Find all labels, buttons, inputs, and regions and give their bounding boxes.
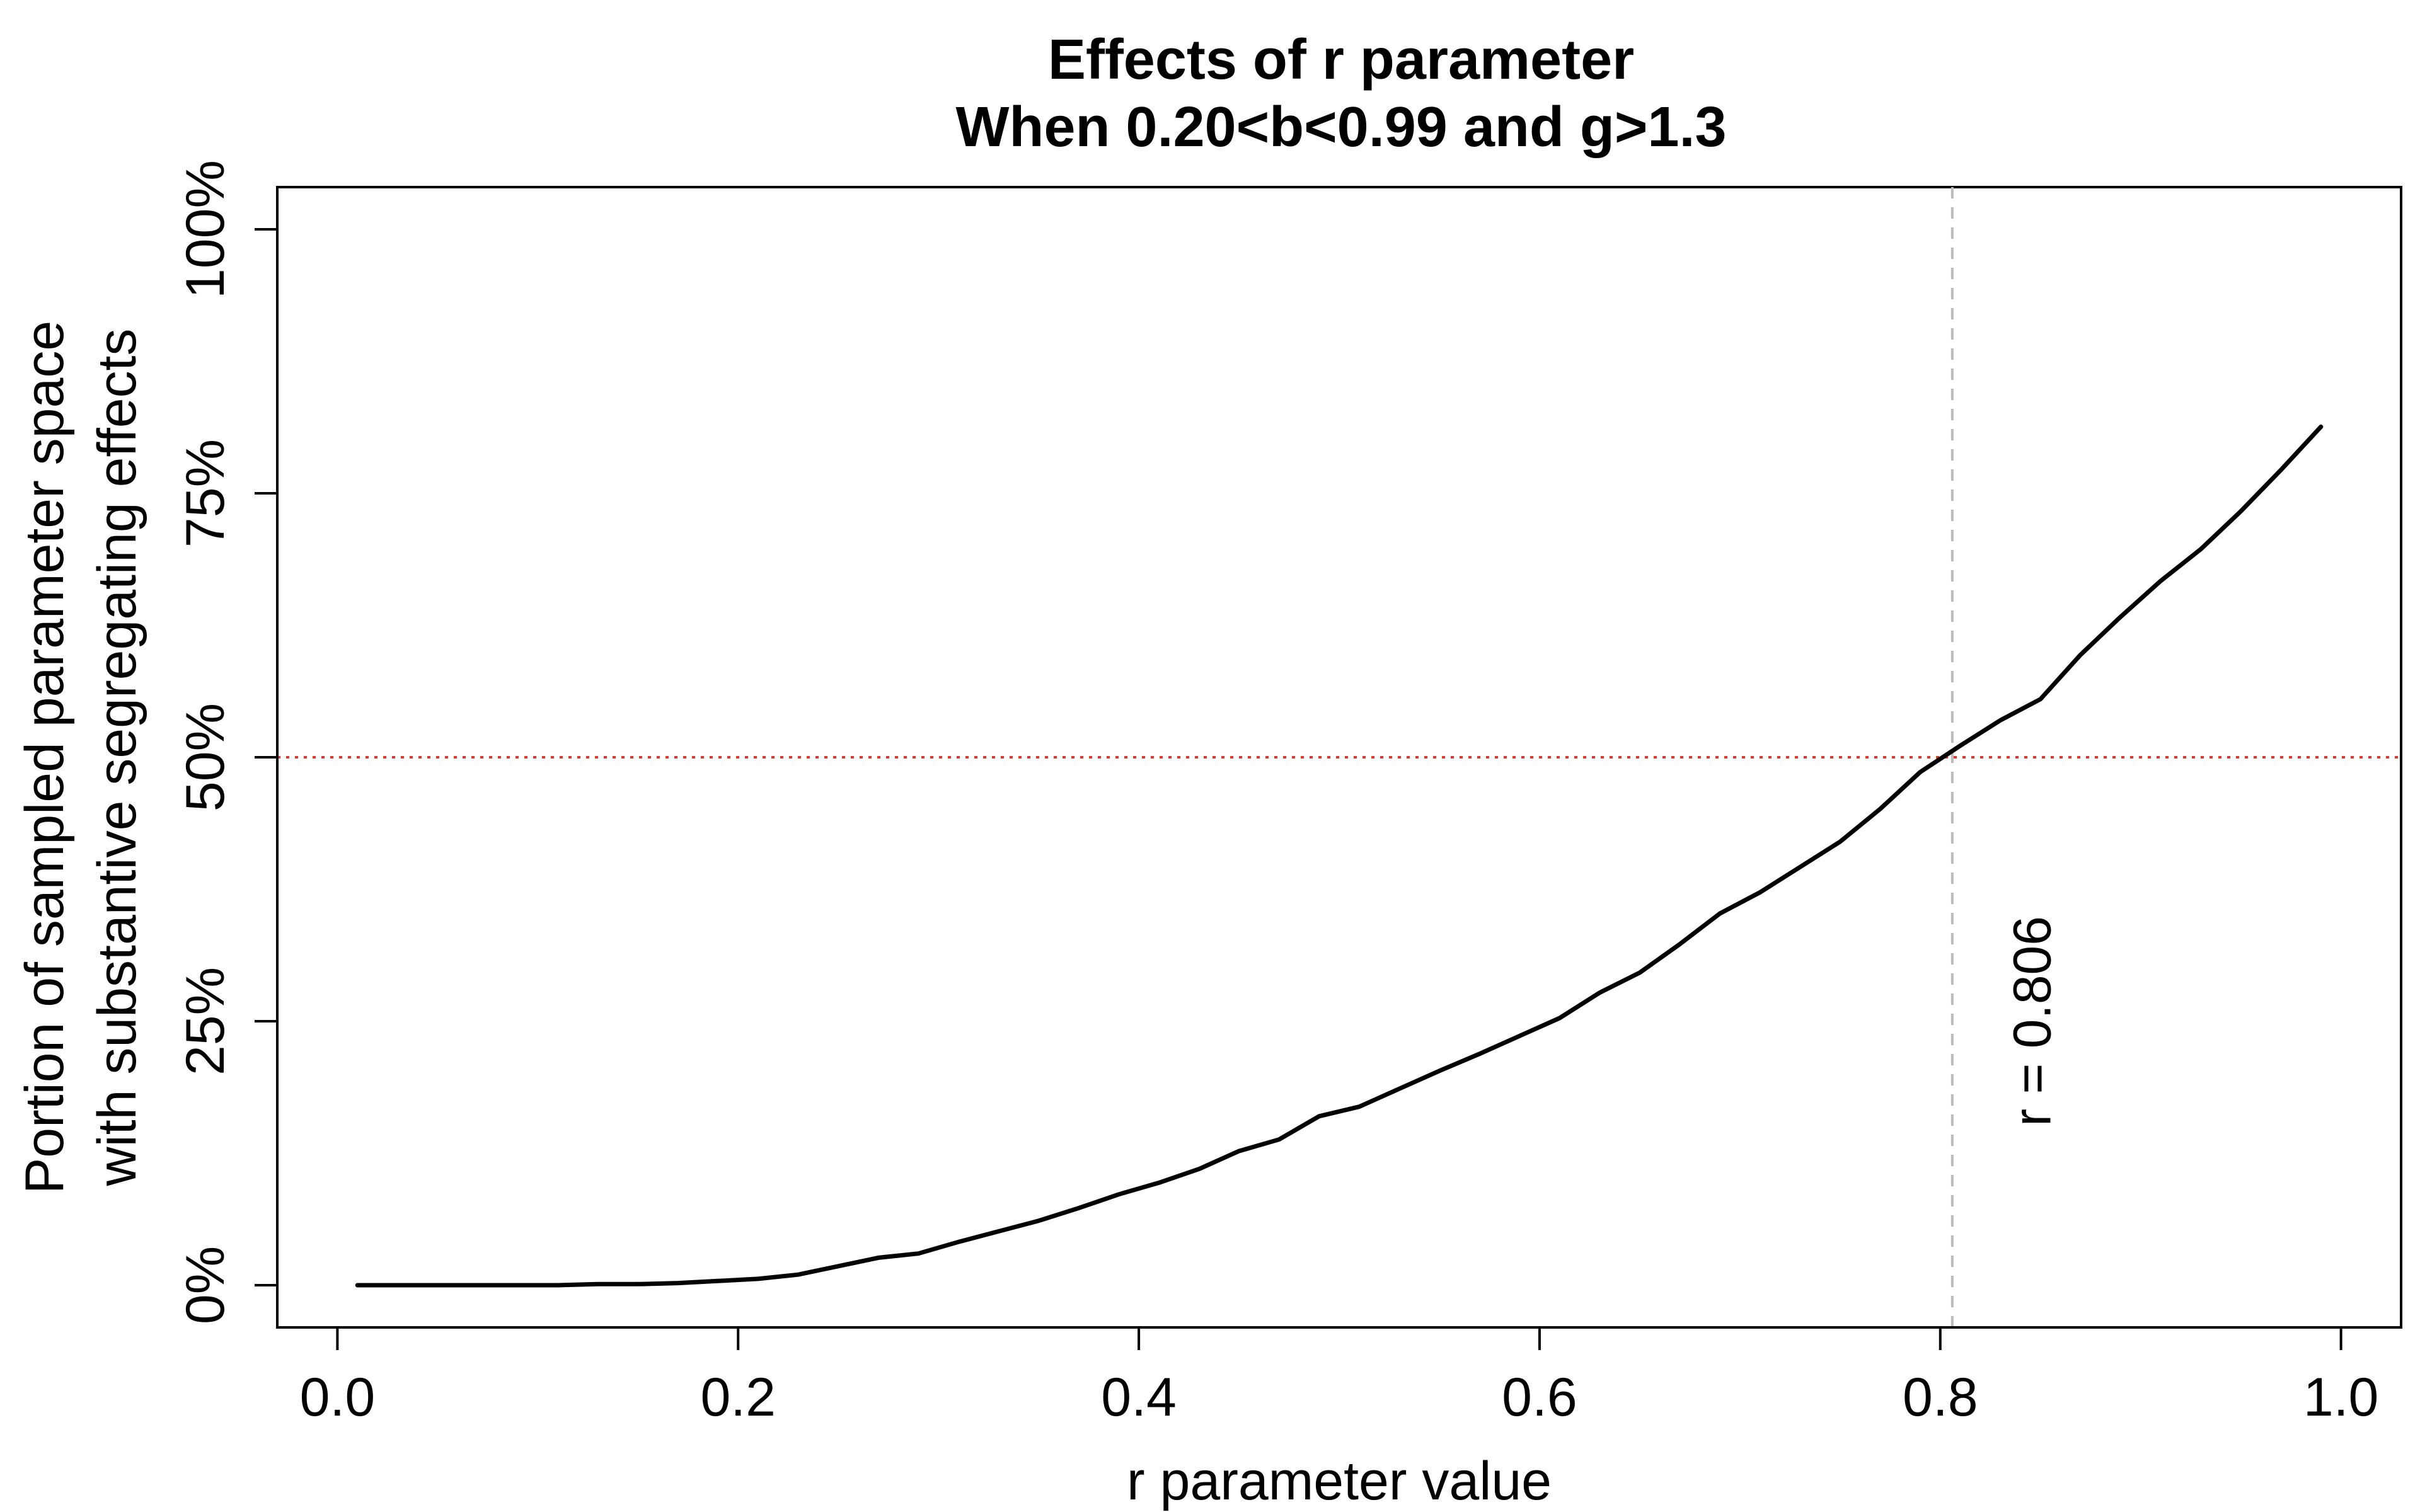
x-tick-label: 0.0 [300, 1367, 376, 1428]
reference-lines [277, 187, 2401, 1327]
y-tick-label: 50% [175, 703, 236, 811]
x-tick-label: 1.0 [2303, 1367, 2379, 1428]
x-tick-label: 0.4 [1101, 1367, 1177, 1428]
y-axis: 0% 25% 50% 75% 100% [175, 160, 279, 1324]
series-line-0 [355, 424, 2324, 1288]
y-tick-label: 75% [175, 439, 236, 547]
x-axis: 0.0 0.2 0.4 0.6 0.8 1.0 [300, 1326, 2379, 1428]
series-layer [355, 424, 2324, 1288]
x-tick-label: 0.6 [1502, 1367, 1577, 1428]
x-axis-label: r parameter value [1127, 1451, 1552, 1511]
y-tick-label: 0% [175, 1246, 236, 1324]
x-tick-label: 0.2 [700, 1367, 776, 1428]
y-tick-label: 100% [175, 160, 236, 299]
y-axis-label-line2: with substantive segregating effects [87, 329, 147, 1187]
y-tick-label: 25% [175, 967, 236, 1075]
y-axis-label-line1: Portion of sampled parameter space [14, 321, 75, 1194]
x-tick-label: 0.8 [1903, 1367, 1978, 1428]
threshold-annotation: r = 0.806 [2003, 916, 2062, 1126]
chart-title: Effects of r parameter [1048, 28, 1634, 91]
chart-subtitle: When 0.20<b<0.99 and g>1.3 [955, 96, 1726, 159]
